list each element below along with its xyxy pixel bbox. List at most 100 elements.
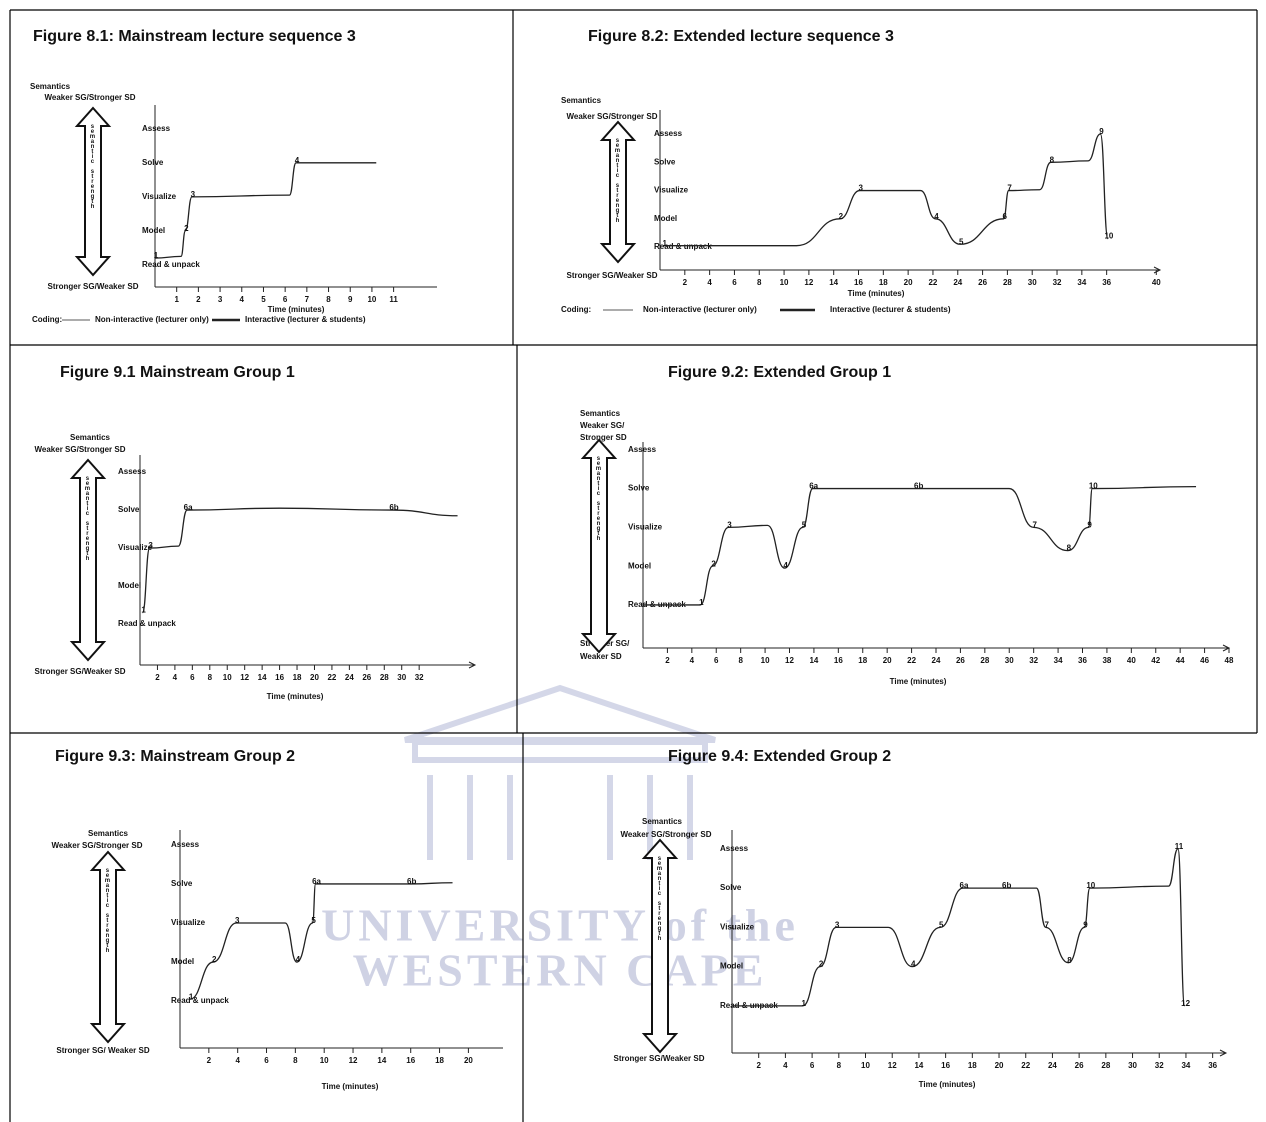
- point-label: 6a: [809, 482, 818, 491]
- watermark-line: WESTERN CAPE: [353, 945, 768, 996]
- point-label: 7: [1045, 920, 1050, 929]
- chart: Figure 9.2: Extended Group 12 4 6 8 10 12 14 16…: [580, 364, 1234, 686]
- x-tick-label: 26: [956, 656, 965, 665]
- x-tick-label: 40: [1152, 278, 1161, 287]
- x-tick-label: 36: [1078, 656, 1087, 665]
- point-label: 5: [311, 916, 316, 925]
- x-axis-label: Time (minutes): [268, 305, 325, 314]
- y-axis-title: Weaker SG/Stronger SD: [35, 445, 126, 454]
- point-label: 1: [662, 239, 667, 248]
- x-tick-label: 42: [1151, 656, 1160, 665]
- x-tick-label: 4: [235, 1056, 240, 1065]
- point-label: 11: [1175, 842, 1184, 851]
- x-tick-label: 4: [783, 1061, 788, 1070]
- point-label: 1: [154, 251, 159, 260]
- y-axis-title: Semantics: [642, 817, 683, 826]
- arrow-text: semantic strength: [84, 476, 90, 561]
- point-label: 2: [212, 955, 217, 964]
- x-tick-label: 48: [1225, 656, 1234, 665]
- x-tick-label: 44: [1176, 656, 1185, 665]
- y-tick-label: Model: [142, 226, 165, 235]
- point-label: 4: [934, 212, 939, 221]
- profile-line: [189, 882, 453, 1000]
- x-tick-label: 24: [953, 278, 962, 287]
- legend-title: Coding:: [561, 305, 591, 314]
- x-tick-label: 9: [348, 295, 353, 304]
- y-tick-label: Assess: [720, 844, 749, 853]
- x-tick-label: 12: [888, 1061, 897, 1070]
- x-tick-label: 34: [1181, 1061, 1190, 1070]
- point-label: 4: [783, 561, 788, 570]
- x-axis-label: Time (minutes): [322, 1082, 379, 1091]
- x-tick-label: 6: [810, 1061, 815, 1070]
- y-tick-label: Solve: [142, 158, 164, 167]
- point-label: 6b: [1002, 881, 1011, 890]
- point-label: 3: [835, 920, 840, 929]
- x-tick-label: 20: [883, 656, 892, 665]
- x-tick-label: 22: [928, 278, 937, 287]
- point-label: 1: [189, 992, 194, 1001]
- chart-title: Figure 9.1 Mainstream Group 1: [60, 364, 295, 381]
- x-tick-label: 46: [1200, 656, 1209, 665]
- point-label: 2: [839, 212, 844, 221]
- chart-title: Figure 9.2: Extended Group 1: [668, 364, 891, 381]
- point-label: 6: [1002, 212, 1007, 221]
- point-label: 6b: [407, 877, 416, 886]
- x-tick-label: 26: [1075, 1061, 1084, 1070]
- y-tick-label: Assess: [654, 129, 683, 138]
- y-axis-title: Weaker SG/: [580, 421, 625, 430]
- point-label: 9: [1083, 920, 1088, 929]
- x-tick-label: 32: [1053, 278, 1062, 287]
- x-tick-label: 16: [854, 278, 863, 287]
- x-tick-label: 24: [1048, 1061, 1057, 1070]
- y-tick-label: Visualize: [142, 192, 177, 201]
- x-tick-label: 10: [223, 673, 232, 682]
- x-tick-label: 12: [349, 1056, 358, 1065]
- y-tick-label: Solve: [720, 883, 742, 892]
- legend-label: Interactive (lecturer & students): [830, 305, 951, 314]
- x-axis-arrow: [1219, 1049, 1228, 1057]
- semantic-arrow: [599, 120, 637, 264]
- watermark-building: [404, 684, 716, 860]
- x-axis-label: Time (minutes): [267, 692, 324, 701]
- point-label: 4: [295, 156, 300, 165]
- chart: Figure 9.4: Extended Group 22 4 6 8 10 12 14 16…: [614, 748, 1228, 1089]
- y-tick-label: Model: [171, 957, 194, 966]
- x-tick-label: 10: [780, 278, 789, 287]
- y-axis-title: Weaker SG/Stronger SD: [45, 93, 136, 102]
- profile-line: [141, 507, 458, 614]
- x-tick-label: 26: [362, 673, 371, 682]
- point-label: 3: [727, 520, 732, 529]
- arrow-text: semantic strength: [595, 456, 601, 541]
- semantic-arrow: [69, 458, 107, 662]
- y-tick-label: Solve: [118, 505, 140, 514]
- x-tick-label: 14: [914, 1061, 923, 1070]
- chart-title: Figure 9.4: Extended Group 2: [668, 748, 891, 765]
- x-axis-label: Time (minutes): [848, 289, 905, 298]
- chart-title: Figure 8.1: Mainstream lecture sequence …: [33, 28, 356, 45]
- x-tick-label: 34: [1054, 656, 1063, 665]
- x-tick-label: 6: [732, 278, 737, 287]
- semantic-arrow: [641, 838, 679, 1054]
- x-tick-label: 22: [907, 656, 916, 665]
- y-axis-title: Weaker SG/Stronger SD: [52, 841, 143, 850]
- x-tick-label: 12: [240, 673, 249, 682]
- chart: Figure 9.3: Mainstream Group 22 4 6 8 10 12 14…: [52, 748, 503, 1091]
- x-tick-label: 28: [1101, 1061, 1110, 1070]
- chart-title: Figure 9.3: Mainstream Group 2: [55, 748, 295, 765]
- x-tick-label: 4: [707, 278, 712, 287]
- chart-title: Figure 8.2: Extended lecture sequence 3: [588, 28, 894, 45]
- panel-borders: [9, 9, 1258, 1122]
- y-tick-label: Model: [118, 581, 141, 590]
- x-axis-arrow: [468, 661, 477, 669]
- point-label: 6b: [389, 503, 398, 512]
- x-tick-label: 8: [837, 1061, 842, 1070]
- y-tick-label: Model: [654, 214, 677, 223]
- chart: Figure 8.2: Extended lecture sequence 3 2…: [561, 28, 1161, 314]
- x-tick-label: 20: [995, 1061, 1004, 1070]
- y-tick-label: Solve: [654, 157, 676, 166]
- x-tick-label: 11: [389, 295, 398, 304]
- x-tick-label: 30: [1005, 656, 1014, 665]
- legend-label: Non-interactive (lecturer only): [643, 305, 757, 314]
